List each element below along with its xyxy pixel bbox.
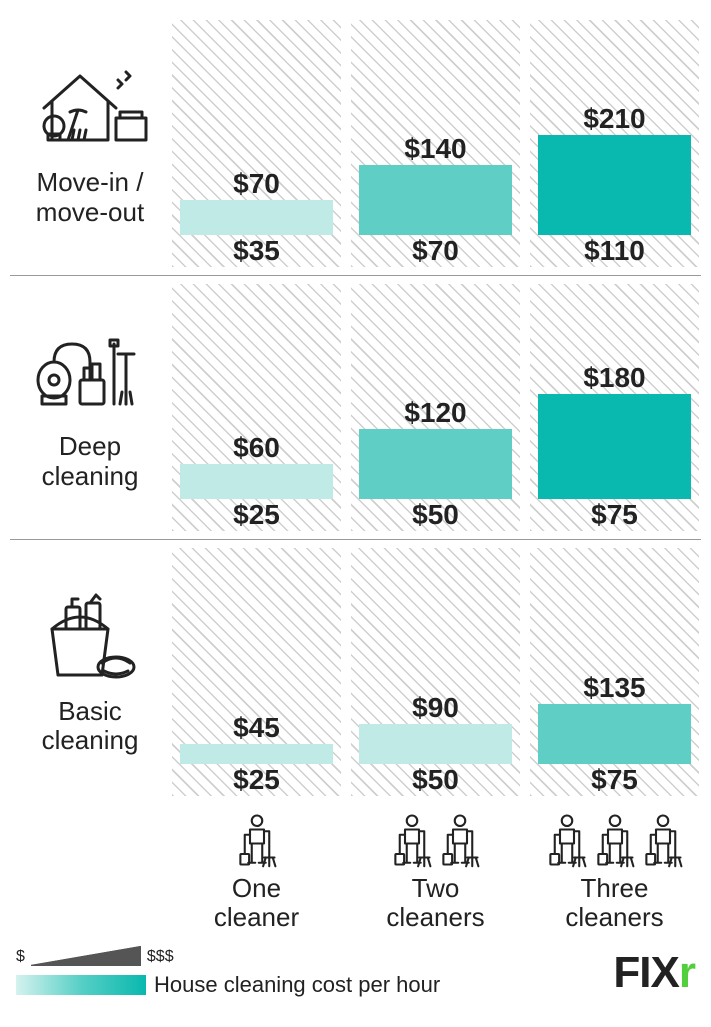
- bar: [538, 704, 691, 764]
- legend-gradient-icon: [16, 975, 146, 995]
- price-low: $110: [584, 235, 645, 267]
- chart-footer: $ $$$ House cleaning cost per hour FIXr: [10, 932, 701, 1002]
- cell-deep-1: $120 $50: [349, 276, 522, 539]
- cell-deep-2: $180 $75: [528, 276, 701, 539]
- row-label-moveinout: Move-in /move-out: [10, 12, 170, 275]
- cleaning-cost-chart: Move-in /move-out $70 $35 $140 $70 $210 $110 D…: [0, 0, 711, 1012]
- row-label-deep: Deepcleaning: [10, 276, 170, 539]
- axis-col-0: Onecleaner: [170, 812, 343, 932]
- vacuum-icon: [30, 324, 150, 424]
- bar: [180, 744, 333, 764]
- axis-col-2: Threecleaners: [528, 812, 701, 932]
- cleaner-icons: [235, 812, 279, 868]
- legend-low-symbol: $: [16, 948, 25, 966]
- row-deep: Deepcleaning $60 $25 $120 $50 $180 $75: [10, 276, 701, 540]
- price-low: $35: [233, 235, 280, 267]
- cell-moveinout-2: $210 $110: [528, 12, 701, 275]
- legend-caption: House cleaning cost per hour: [154, 972, 440, 998]
- cell-deep-0: $60 $25: [170, 276, 343, 539]
- bar: [538, 135, 691, 235]
- row-label-basic: Basiccleaning: [10, 540, 170, 804]
- price-low: $25: [233, 499, 280, 531]
- cleaner-icons: [390, 812, 482, 868]
- house-icon: [30, 60, 150, 160]
- cleaner-icon: [545, 812, 589, 868]
- price-low: $50: [412, 764, 459, 796]
- row-label-text: Deepcleaning: [42, 432, 139, 490]
- axis-label: Onecleaner: [214, 874, 299, 932]
- bar: [180, 464, 333, 499]
- bar: [538, 394, 691, 499]
- price-high: $70: [233, 168, 280, 200]
- x-axis: Onecleaner Twocleaners Threecleaners: [10, 804, 701, 932]
- cleaner-icon: [390, 812, 434, 868]
- cleaner-icon: [235, 812, 279, 868]
- price-high: $45: [233, 712, 280, 744]
- bar: [359, 724, 512, 764]
- price-high: $120: [404, 397, 466, 429]
- bar: [180, 200, 333, 235]
- bucket-icon: [30, 589, 150, 689]
- axis-label: Twocleaners: [386, 874, 484, 932]
- logo-text: FIX: [613, 948, 678, 997]
- bar: [359, 429, 512, 499]
- row-basic: Basiccleaning $45 $25 $90 $50 $135 $75: [10, 540, 701, 804]
- logo-accent: r: [679, 948, 695, 997]
- cleaner-icon: [438, 812, 482, 868]
- price-low: $75: [591, 499, 638, 531]
- cleaner-icons: [545, 812, 685, 868]
- cell-moveinout-1: $140 $70: [349, 12, 522, 275]
- price-high: $90: [412, 692, 459, 724]
- cell-basic-1: $90 $50: [349, 540, 522, 804]
- price-low: $50: [412, 499, 459, 531]
- bar: [359, 165, 512, 235]
- price-low: $70: [412, 235, 459, 267]
- row-label-text: Move-in /move-out: [36, 168, 144, 226]
- axis-col-1: Twocleaners: [349, 812, 522, 932]
- cell-moveinout-0: $70 $35: [170, 12, 343, 275]
- price-high: $60: [233, 432, 280, 464]
- price-low: $25: [233, 764, 280, 796]
- price-high: $140: [404, 133, 466, 165]
- cell-basic-2: $135 $75: [528, 540, 701, 804]
- price-high: $180: [583, 362, 645, 394]
- cleaner-icon: [641, 812, 685, 868]
- axis-label: Threecleaners: [565, 874, 663, 932]
- price-low: $75: [591, 764, 638, 796]
- legend-high-symbol: $$$: [147, 948, 174, 966]
- cell-basic-0: $45 $25: [170, 540, 343, 804]
- price-high: $210: [583, 103, 645, 135]
- price-high: $135: [583, 672, 645, 704]
- row-label-text: Basiccleaning: [42, 697, 139, 755]
- row-moveinout: Move-in /move-out $70 $35 $140 $70 $210 $110: [10, 12, 701, 276]
- legend-wedge-icon: [31, 946, 141, 966]
- cleaner-icon: [593, 812, 637, 868]
- legend: $ $$$ House cleaning cost per hour: [16, 946, 440, 998]
- fixr-logo: FIXr: [613, 948, 695, 998]
